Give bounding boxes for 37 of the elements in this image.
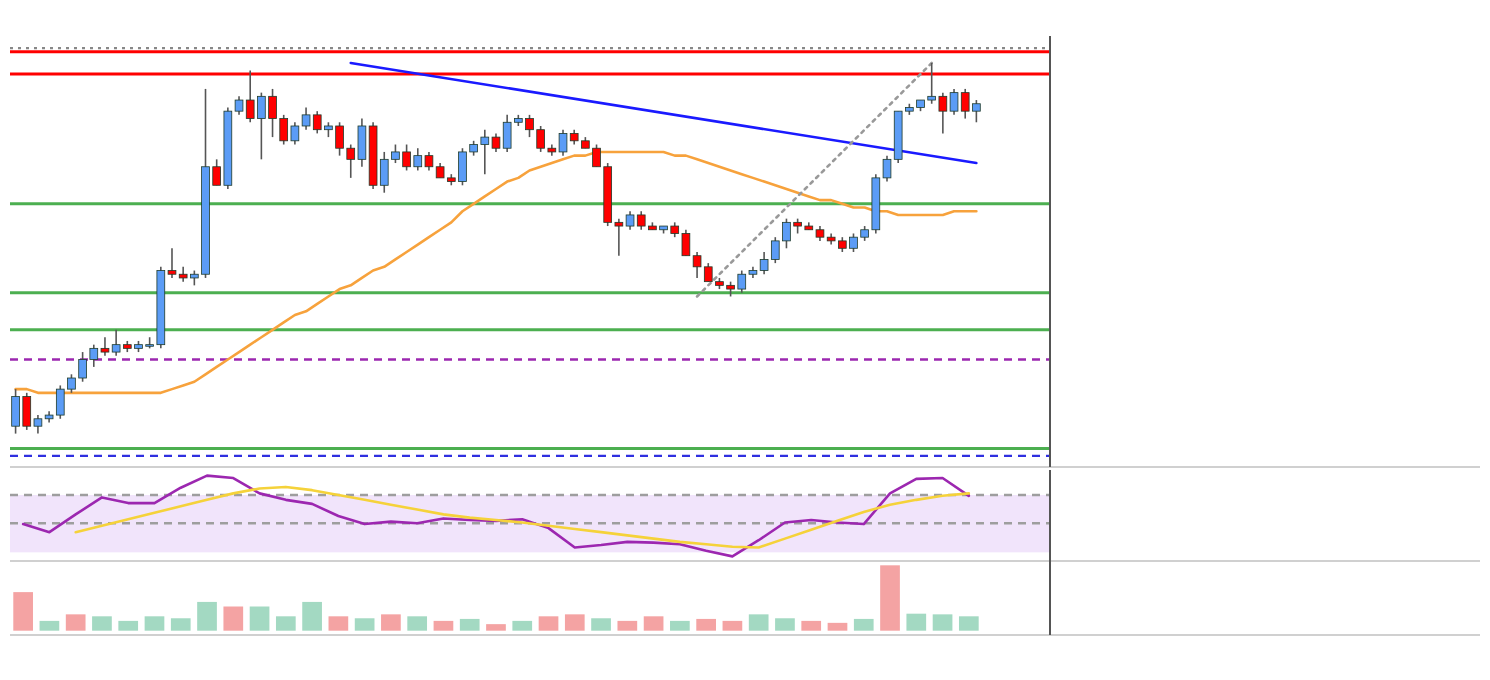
bar bbox=[407, 616, 428, 631]
bar bbox=[486, 624, 506, 631]
bar bbox=[275, 616, 296, 631]
bar bbox=[670, 620, 690, 631]
bar bbox=[118, 620, 139, 631]
bar bbox=[643, 616, 664, 631]
bar bbox=[722, 620, 743, 631]
bar bbox=[880, 565, 900, 631]
bar bbox=[932, 614, 953, 631]
bar bbox=[223, 606, 244, 631]
bar bbox=[197, 601, 217, 631]
bar bbox=[170, 618, 191, 631]
bar bbox=[249, 606, 270, 631]
bar bbox=[459, 618, 480, 631]
bar bbox=[39, 620, 60, 631]
bar bbox=[538, 616, 559, 631]
bar bbox=[354, 618, 375, 631]
bar bbox=[801, 620, 822, 631]
bar bbox=[906, 613, 927, 631]
bar bbox=[748, 614, 769, 631]
bar bbox=[65, 614, 86, 631]
bar bbox=[591, 618, 611, 631]
bar bbox=[775, 618, 795, 631]
bar bbox=[144, 616, 165, 631]
bar bbox=[381, 614, 401, 631]
bar bbox=[696, 618, 716, 631]
bar bbox=[564, 614, 585, 631]
bar bbox=[827, 622, 848, 631]
bar bbox=[92, 616, 112, 631]
bar bbox=[328, 616, 349, 631]
bar bbox=[853, 618, 874, 631]
bar bbox=[13, 592, 33, 631]
bar bbox=[302, 601, 322, 631]
bar bbox=[617, 620, 638, 631]
bar bbox=[512, 620, 533, 631]
bar bbox=[433, 620, 454, 631]
bar bbox=[958, 616, 979, 631]
